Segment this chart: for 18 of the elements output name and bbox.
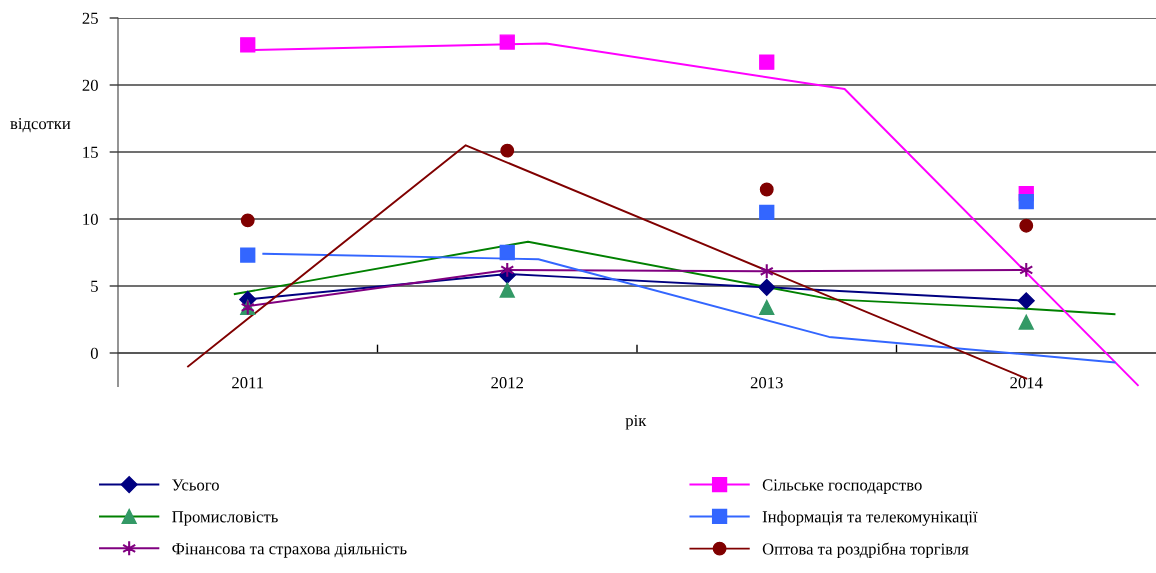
legend-label: Сільське господарство <box>762 479 922 494</box>
y-tick-label: 15 <box>83 146 98 158</box>
x-tick-label: 2011 <box>232 377 264 389</box>
x-axis-title: рік <box>625 414 647 430</box>
y-tick-label: 0 <box>90 347 98 359</box>
legend-label: Промисловість <box>172 511 278 526</box>
legend-label: Інформація та телекомунікації <box>762 510 978 526</box>
y-tick-label: 5 <box>91 280 98 292</box>
y-axis-title: відсотки <box>10 117 71 133</box>
legend-label: Фінансова та страхова діяльність <box>172 543 407 558</box>
legend-label: Усього <box>172 479 219 491</box>
x-tick-label: 2014 <box>1010 377 1043 389</box>
y-tick-label: 10 <box>83 213 98 225</box>
y-tick-label: 20 <box>82 79 98 91</box>
x-tick-label: 2013 <box>750 377 783 389</box>
y-tick-label: 25 <box>82 12 98 24</box>
x-tick-label: 2012 <box>491 377 523 389</box>
legend-label: Оптова та роздрібна торгівля <box>762 542 969 558</box>
